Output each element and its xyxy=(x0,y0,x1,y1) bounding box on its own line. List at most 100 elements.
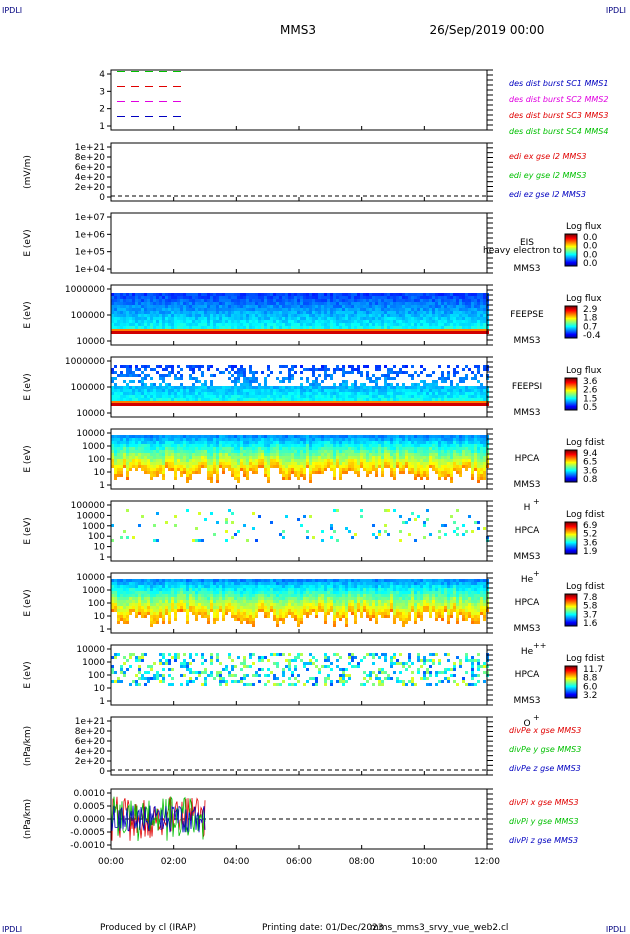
heatmap-p7 xyxy=(111,509,489,542)
ytick-label: 1 xyxy=(99,481,105,491)
colorbar-title: Log flux xyxy=(566,294,602,304)
colorbar-title: Log fdist xyxy=(566,510,605,520)
panel-label-sup: ++ xyxy=(533,641,546,650)
ylabel-p9: E (eV) xyxy=(23,661,33,688)
corner-label-tl: IPDLI xyxy=(2,6,23,15)
panel-label: H xyxy=(524,503,531,513)
ylabel-p2: (mV/m) xyxy=(23,155,33,189)
legend-entry: des dist burst SC1 MMS1 xyxy=(509,79,608,88)
colorbar-tick: 6.5 xyxy=(583,458,597,468)
panel-p9: 10000 1000 100 10 1 E (eV) HPCA MMS3 O+ Log fdist… xyxy=(23,644,605,729)
colorbar-p4: 2.91.80.7-0.4 xyxy=(564,305,601,341)
ytick-label: 10000 xyxy=(76,409,105,419)
panel-p11: 0.0010 0.0005 0.0000 -0.0005 -0.0010 (nPa/km)… xyxy=(23,788,579,851)
heatmap-p9 xyxy=(111,653,489,686)
panel-label: MMS3 xyxy=(514,336,541,346)
colorbar-title: Log fdist xyxy=(566,582,605,592)
colorbar-p9: 11.78.86.03.2 xyxy=(564,665,603,701)
panel-label: MMS3 xyxy=(514,264,541,274)
colorbar-title: Log fdist xyxy=(566,654,605,664)
ytick-label: 100 xyxy=(88,455,105,465)
footer-printing: Printing date: 01/Dec/2023 xyxy=(262,923,384,933)
panel-label: He xyxy=(521,575,534,585)
colorbar-p3: 0.00.00.00.0 xyxy=(564,233,598,269)
colorbar-tick: 0.7 xyxy=(583,322,597,332)
panel-label-sup: + xyxy=(533,569,540,578)
plot-title: MMS3 xyxy=(280,23,316,37)
ytick-label: 0 xyxy=(99,193,105,203)
colorbar-tick: 0.8 xyxy=(583,475,598,485)
ytick-label: 10 xyxy=(94,684,106,694)
ytick-label: 1 xyxy=(99,553,105,563)
ytick-label: 0.0005 xyxy=(74,802,106,812)
legend-entry: des dist burst SC4 MMS4 xyxy=(509,127,608,136)
legend-entry: divPe y gse MMS3 xyxy=(509,745,581,754)
colorbar-tick: 3.2 xyxy=(583,691,597,701)
colorbar-p6: 9.46.53.60.8 xyxy=(564,449,598,485)
panel-label: HPCA xyxy=(515,526,540,536)
panel-p1: 4 3 2 1 des dist burst SC1 MMS1 des dist burs… xyxy=(99,69,608,136)
colorbar-tick: 0.0 xyxy=(583,233,598,243)
heatmap-p4 xyxy=(111,293,489,334)
legend-entry: edi ey gse l2 MMS3 xyxy=(509,171,587,180)
panel-label: O xyxy=(523,719,530,729)
ylabel-p6: E (eV) xyxy=(23,445,33,472)
colorbar-tick: 3.7 xyxy=(583,610,597,620)
ylabel-p8: E (eV) xyxy=(23,589,33,616)
xtick-label: 08:00 xyxy=(349,857,375,867)
ytick-label: 0 xyxy=(99,767,105,777)
ytick-label: 6e+20 xyxy=(75,163,106,173)
footer-file: mms_mms3_srvy_vue_web2.cl xyxy=(370,923,508,933)
ytick-label: 2 xyxy=(99,105,105,115)
ytick-label: 1 xyxy=(99,697,105,707)
ytick-label: 10000 xyxy=(76,645,105,655)
frame-p1 xyxy=(110,69,488,131)
panel-p6: 10000 1000 100 10 1 E (eV) HPCA MMS3 H+ Log fdist… xyxy=(23,428,605,513)
panel-p4: 1000000 100000 10000 E (eV) FEEPSE MMS3 Log fl… xyxy=(23,284,602,347)
panel-label: FEEPSE xyxy=(510,310,544,320)
ytick-label: 10000 xyxy=(76,429,105,439)
frame-p7 xyxy=(110,500,488,562)
panel-label: MMS3 xyxy=(514,696,541,706)
colorbar-tick: 9.4 xyxy=(583,449,598,459)
panel-label: MMS3 xyxy=(514,480,541,490)
legend-entry: edi ez gse l2 MMS3 xyxy=(509,190,586,199)
colorbar-tick: 6.0 xyxy=(583,682,598,692)
ytick-label: 10000 xyxy=(76,573,105,583)
corner-label-bl: IPDLI xyxy=(2,925,23,934)
colorbar-tick: 0.0 xyxy=(583,259,598,269)
colorbar-tick: 0.0 xyxy=(583,250,598,260)
ytick-label: 100 xyxy=(88,532,105,542)
ytick-label: 1e+05 xyxy=(75,248,105,258)
ytick-label: 1000 xyxy=(82,658,105,668)
legend-entry: divPe z gse MMS3 xyxy=(509,764,581,773)
panel-label: He xyxy=(521,647,534,657)
corner-label-br: IPDLI xyxy=(605,925,626,934)
ytick-label: 1 xyxy=(99,625,105,635)
xtick-label: 02:00 xyxy=(161,857,187,867)
ytick-label: 100000 xyxy=(71,501,106,511)
legend-entry: divPi z gse MMS3 xyxy=(509,836,578,845)
legend-entry: des dist burst SC2 MMS2 xyxy=(509,95,608,104)
ytick-label: -0.0010 xyxy=(70,841,105,851)
colorbar-p7: 6.95.23.61.9 xyxy=(564,521,598,557)
colorbar-p8: 7.85.83.71.6 xyxy=(564,593,598,629)
ytick-label: 4e+20 xyxy=(75,747,106,757)
ytick-label: 3 xyxy=(99,87,105,97)
colorbar-tick: 3.6 xyxy=(583,466,598,476)
panel-label: MMS3 xyxy=(514,408,541,418)
frame-p2 xyxy=(110,142,488,202)
ytick-label: 1e+21 xyxy=(75,717,105,727)
ytick-label: 10 xyxy=(94,612,106,622)
ytick-label: 100 xyxy=(88,599,105,609)
ytick-label: 1000 xyxy=(82,586,105,596)
colorbar-tick: 3.6 xyxy=(583,538,598,548)
heatmap-p8 xyxy=(111,579,489,627)
colorbar-tick: 1.5 xyxy=(583,394,597,404)
ytick-label: 1 xyxy=(99,122,105,132)
colorbar-tick: 5.2 xyxy=(583,530,597,540)
series-divpi-1 xyxy=(110,795,206,842)
colorbar-tick: -0.4 xyxy=(583,331,601,341)
ylabel-p7: E (eV) xyxy=(23,517,33,544)
ytick-label: 1000000 xyxy=(65,357,105,367)
